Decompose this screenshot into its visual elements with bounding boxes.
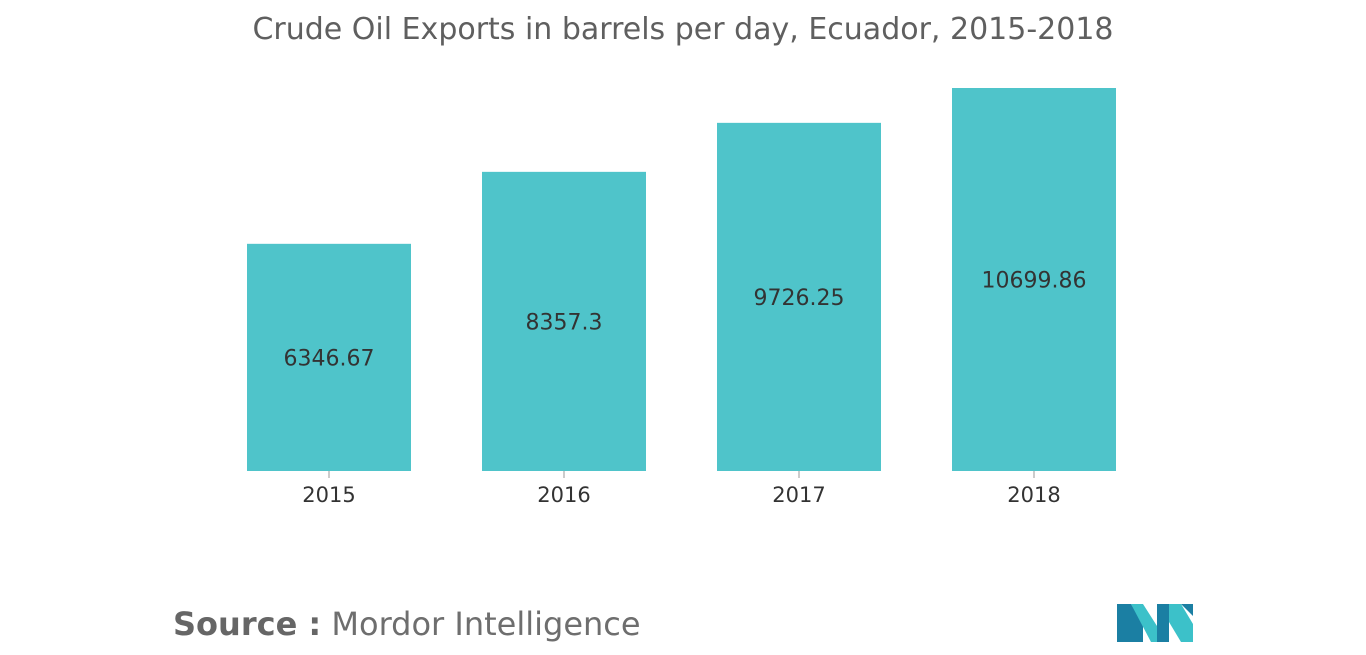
bar-2016 — [482, 171, 646, 471]
x-tick-label-2015: 2015 — [302, 483, 355, 507]
logo-shape-2 — [1131, 604, 1157, 642]
x-tick-label-2017: 2017 — [772, 483, 825, 507]
bar-2018 — [952, 88, 1116, 471]
data-label-2018: 10699.86 — [982, 269, 1087, 294]
source-value: Mordor Intelligence — [331, 605, 641, 643]
logo-shape-4 — [1169, 604, 1193, 642]
data-label-2015: 6346.67 — [284, 346, 375, 371]
source-label: Source : — [173, 605, 322, 643]
x-tick-label-2018: 2018 — [1007, 483, 1060, 507]
data-labels-layer: 6346.67 8357.3 9726.25 10699.86 — [284, 269, 1087, 372]
chart-title: Crude Oil Exports in barrels per day, Ec… — [252, 12, 1114, 47]
source-note: Source : Mordor Intelligence — [173, 605, 641, 643]
bar-2015 — [247, 243, 411, 471]
logo-shape-3 — [1157, 604, 1169, 642]
x-tick-label-2016: 2016 — [537, 483, 590, 507]
bars-layer — [247, 88, 1116, 472]
bar-2017 — [717, 122, 881, 472]
data-label-2016: 8357.3 — [526, 310, 603, 335]
mordor-intelligence-logo-icon — [1117, 604, 1193, 642]
x-tick-labels-layer: 2015 2016 2017 2018 — [302, 471, 1061, 507]
logo-shape-5 — [1181, 604, 1193, 616]
data-label-2017: 9726.25 — [754, 286, 845, 311]
